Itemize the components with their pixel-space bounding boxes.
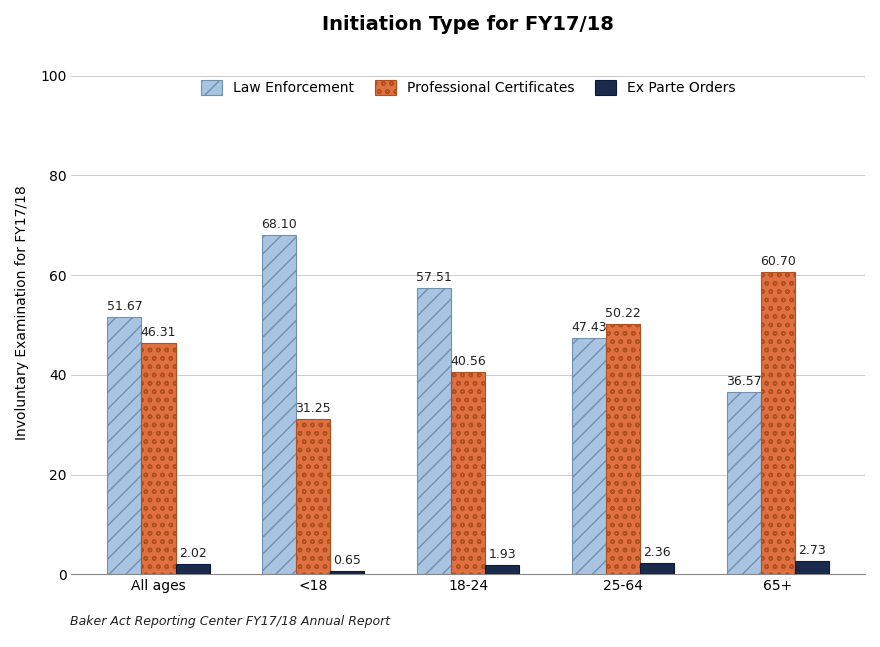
Text: 0.65: 0.65 [334,554,362,567]
Text: 1.93: 1.93 [488,548,516,561]
Bar [727,392,761,575]
Bar [142,344,175,575]
Text: 68.10: 68.10 [261,218,297,231]
Bar [262,235,297,575]
Bar [107,317,142,575]
Bar [175,564,209,575]
Bar [417,288,451,575]
Legend: Law Enforcement, Professional Certificates, Ex Parte Orders: Law Enforcement, Professional Certificat… [194,74,743,102]
Bar [606,324,640,575]
Text: 40.56: 40.56 [451,355,486,368]
Bar [451,372,485,575]
Y-axis label: Involuntary Examination for FY17/18: Involuntary Examination for FY17/18 [15,185,29,440]
Text: 36.57: 36.57 [726,375,762,388]
Text: 47.43: 47.43 [571,321,606,334]
Bar [572,338,606,575]
Bar [297,419,330,575]
Bar [330,571,364,575]
Bar [485,565,519,575]
Text: 46.31: 46.31 [141,327,176,340]
Text: 51.67: 51.67 [106,300,143,313]
Text: 2.36: 2.36 [643,545,671,558]
Text: 57.51: 57.51 [416,270,452,283]
Text: 60.70: 60.70 [760,255,796,268]
Text: 31.25: 31.25 [296,402,331,415]
Bar [761,272,795,575]
Text: Baker Act Reporting Center FY17/18 Annual Report: Baker Act Reporting Center FY17/18 Annua… [70,615,391,628]
Text: 2.73: 2.73 [798,543,825,556]
Text: 2.02: 2.02 [179,547,207,560]
Text: 50.22: 50.22 [605,307,641,320]
Title: Initiation Type for FY17/18: Initiation Type for FY17/18 [322,15,614,34]
Bar [640,562,674,575]
Bar [795,561,829,575]
